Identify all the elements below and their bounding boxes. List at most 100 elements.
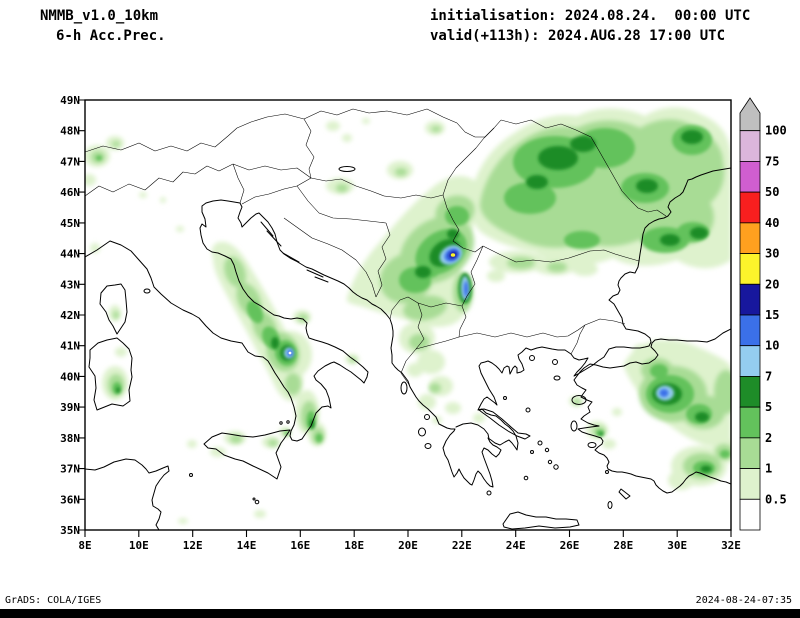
lat-axis-labels: 49N 48N 47N 46N 45N 44N 43N 42N 41N 40N … <box>60 94 80 537</box>
island-gozo <box>252 497 256 501</box>
lat-label: 38N <box>60 432 80 445</box>
colorbar-segment <box>739 283 761 316</box>
colorbar-label: 2 <box>765 431 772 445</box>
init-label: initialisation: 2024.08.24. 00:00 UTC <box>430 8 751 24</box>
lon-label: 16E <box>290 539 310 552</box>
colorbar-segment <box>739 406 761 439</box>
island-corfu <box>400 381 408 395</box>
valid-label: valid(+113h): 2024.AUG.28 17:00 UTC <box>430 28 726 44</box>
colorbar-label: 20 <box>765 277 779 291</box>
colorbar-segment <box>739 437 761 469</box>
island-corsica <box>99 283 128 335</box>
lat-ticks <box>78 99 85 531</box>
colorbar-label: 50 <box>765 185 779 199</box>
lat-label: 48N <box>60 125 80 138</box>
island-lesbos <box>571 395 587 405</box>
lon-label: 24E <box>506 539 526 552</box>
lat-label: 44N <box>60 248 80 261</box>
colorbar-segment <box>739 161 761 193</box>
island-dugi <box>282 252 300 263</box>
island-sicily <box>203 429 291 480</box>
lon-label: 12E <box>183 539 203 552</box>
coastline-gulf-of-corinth <box>455 422 490 440</box>
colorbar-labels: 100 75 50 40 30 20 15 10 7 5 2 1 0.5 <box>765 124 787 507</box>
coastline-turkey-south <box>573 328 731 494</box>
island-sardinia <box>88 337 133 411</box>
island-crete <box>502 511 580 530</box>
lat-label: 47N <box>60 155 80 168</box>
island-limnos <box>553 375 561 381</box>
colorbar-segment <box>739 468 761 500</box>
island-rhodes <box>618 488 631 500</box>
colorbar: 100 75 50 40 30 20 15 10 7 5 2 1 0.5 <box>739 97 787 531</box>
precip-level-20mm <box>288 253 456 355</box>
lon-label: 18E <box>344 539 364 552</box>
lake-balaton <box>338 166 356 172</box>
coastlines <box>85 166 731 530</box>
island-malta <box>254 499 260 505</box>
colorbar-segment <box>739 376 761 408</box>
grads-credit: GrADS: COLA/IGES <box>5 595 102 606</box>
colorbar-segment <box>739 314 761 347</box>
island-elba <box>143 288 151 294</box>
colorbar-label: 30 <box>765 247 779 261</box>
island-milos <box>523 475 529 481</box>
lat-label: 43N <box>60 278 80 291</box>
colorbar-label: 7 <box>765 369 772 383</box>
bottom-black-bar <box>0 609 800 618</box>
map-area <box>85 107 731 530</box>
country-borders <box>85 108 667 393</box>
lat-label: 40N <box>60 370 80 383</box>
lat-label: 46N <box>60 186 80 199</box>
colorbar-segment <box>739 222 761 254</box>
colorbar-segment <box>739 191 761 224</box>
island-kea <box>530 450 534 454</box>
coastline-tunisia <box>85 458 170 530</box>
island-hvar <box>306 269 324 278</box>
lon-axis-labels: 8E 10E 12E 14E 16E 18E 20E 22E 24E 26E 2… <box>78 539 741 552</box>
island-cephalonia <box>418 427 426 437</box>
lat-label: 39N <box>60 401 80 414</box>
model-title: NMMB_v1.0_10km <box>40 8 159 24</box>
lon-label: 30E <box>667 539 687 552</box>
lon-label: 20E <box>398 539 418 552</box>
lon-label: 22E <box>452 539 472 552</box>
colorbar-label: 10 <box>765 339 779 353</box>
colorbar-label: 100 <box>765 124 787 138</box>
island-pantelleria <box>189 473 193 477</box>
colorbar-label: 5 <box>765 400 772 414</box>
island-tinos <box>544 447 550 453</box>
coastline-mainland <box>85 167 731 488</box>
lon-label: 10E <box>129 539 149 552</box>
island-cres <box>260 221 274 237</box>
colorbar-segment <box>739 253 761 285</box>
island-aeolian-1 <box>279 421 283 425</box>
island-euboea <box>478 408 531 440</box>
island-thasos <box>529 355 535 361</box>
lat-label: 49N <box>60 94 80 107</box>
island-kos <box>605 470 609 474</box>
precip-level-10mm <box>287 248 669 397</box>
island-zakynthos <box>424 443 432 449</box>
colorbar-label: 0.5 <box>765 492 787 506</box>
island-paros <box>547 459 553 465</box>
colorbar-label: 1 <box>765 462 772 476</box>
island-lefkada <box>424 414 430 420</box>
lat-label: 36N <box>60 493 80 506</box>
island-korcula <box>314 276 329 283</box>
lat-label: 41N <box>60 340 80 353</box>
colorbar-label: 15 <box>765 308 779 322</box>
lon-label: 14E <box>237 539 257 552</box>
colorbar-segment <box>739 97 761 132</box>
island-kythira <box>486 490 492 496</box>
lon-ticks <box>84 530 732 537</box>
colorbar-label: 75 <box>765 154 779 168</box>
colorbar-segment <box>739 345 761 377</box>
lat-label: 35N <box>60 524 80 537</box>
island-samothraki <box>552 359 558 365</box>
lon-label: 28E <box>613 539 633 552</box>
island-pag <box>266 230 282 247</box>
island-naxos <box>553 464 559 470</box>
island-skyros <box>525 407 531 413</box>
